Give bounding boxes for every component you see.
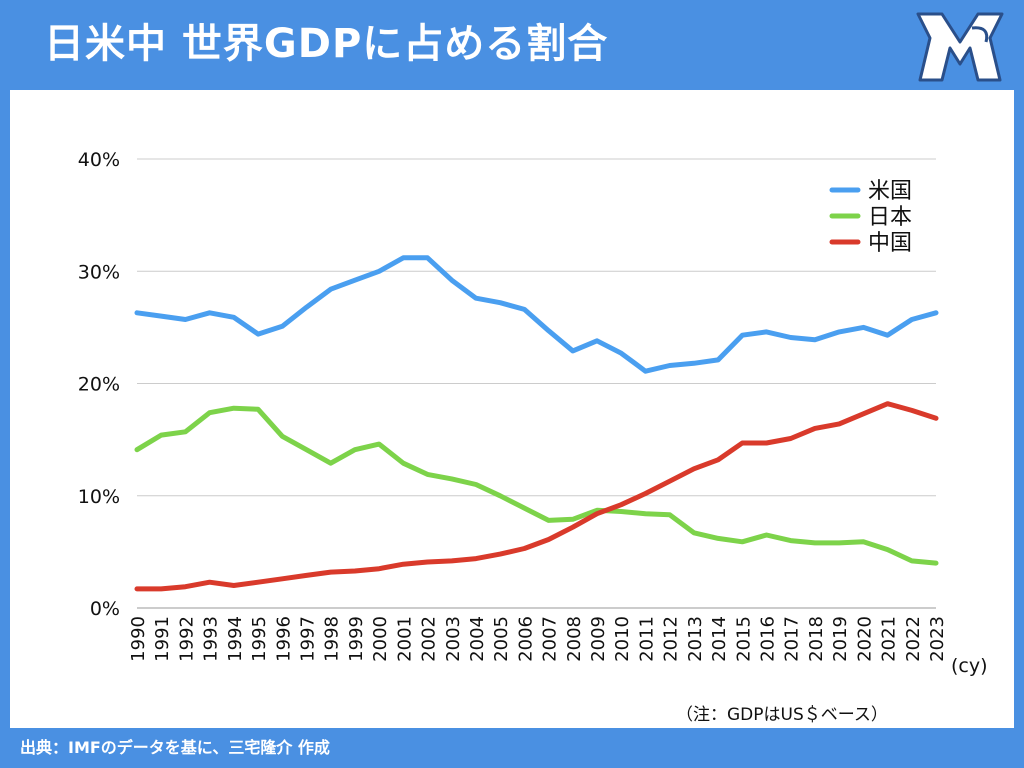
y-axis-labels: 0% 10% 20% 30% 40% — [78, 149, 120, 620]
x-tick-label: 2013 — [685, 616, 706, 662]
x-tick-label: 2014 — [709, 616, 730, 662]
x-axis-labels: 1990 1991 1992 1993 1994 1995 1996 1997 1998 1999… — [128, 616, 948, 662]
x-tick-label: 2016 — [758, 616, 779, 662]
left-frame-bar — [0, 90, 10, 728]
x-tick-label: 2017 — [782, 616, 803, 662]
series-line — [134, 401, 939, 592]
y-tick-label: 20% — [78, 374, 120, 396]
x-tick-label: 2000 — [370, 616, 391, 662]
slide-footer: 出典：IMFのデータを基に、三宅隆介 作成 — [0, 728, 1024, 768]
x-tick-label: 1993 — [201, 616, 222, 662]
x-tick-label: 1992 — [176, 616, 197, 662]
x-tick-label: 1999 — [346, 616, 367, 662]
x-tick-label: 1996 — [273, 616, 294, 662]
series-lines — [134, 255, 939, 592]
legend-label: 中国 — [868, 231, 912, 256]
x-tick-label: 2019 — [830, 616, 851, 662]
grid-lines — [137, 158, 936, 609]
x-tick-label: 2007 — [540, 616, 561, 662]
x-tick-label: 2010 — [612, 616, 633, 662]
x-tick-label: 2004 — [467, 616, 488, 662]
x-tick-label: 1997 — [297, 616, 318, 662]
x-tick-label: 2015 — [733, 616, 754, 662]
y-tick-label: 40% — [78, 149, 120, 171]
series-line — [134, 255, 939, 374]
slide-title: 日米中 世界GDPに占める割合 — [44, 21, 609, 67]
x-tick-label: 2022 — [903, 616, 924, 662]
right-frame-bar — [1014, 90, 1024, 728]
x-tick-label: 2001 — [394, 616, 415, 662]
legend-label: 日本 — [868, 205, 912, 230]
x-tick-label: 2023 — [927, 616, 948, 662]
logo-icon — [916, 12, 1004, 82]
x-tick-label: 2006 — [515, 616, 536, 662]
x-tick-label: 1994 — [225, 616, 246, 662]
source-credit: 出典：IMFのデータを基に、三宅隆介 作成 — [20, 738, 330, 757]
currency-note: （注：GDPはUS＄ベース） — [676, 705, 888, 725]
y-tick-label: 30% — [78, 261, 120, 283]
x-tick-label: 1995 — [249, 616, 270, 662]
series-line — [134, 405, 939, 566]
x-tick-label: 1991 — [152, 616, 173, 662]
x-tick-label: 2009 — [588, 616, 609, 662]
y-tick-label: 10% — [78, 486, 120, 508]
x-tick-label: 2011 — [636, 616, 657, 662]
x-tick-label: 2003 — [443, 616, 464, 662]
x-tick-label: 2002 — [419, 616, 440, 662]
x-tick-label: 1998 — [322, 616, 343, 662]
legend-label: 米国 — [868, 179, 912, 204]
slide-header: 日米中 世界GDPに占める割合 — [0, 0, 1024, 90]
x-axis-unit-label: (cy) — [951, 655, 988, 677]
y-tick-label: 0% — [90, 598, 120, 620]
x-tick-label: 2018 — [806, 616, 827, 662]
x-tick-label: 2008 — [564, 616, 585, 662]
x-tick-label: 2021 — [879, 616, 900, 662]
x-tick-label: 2005 — [491, 616, 512, 662]
x-tick-label: 1990 — [128, 616, 149, 662]
x-tick-label: 2020 — [854, 616, 875, 662]
x-tick-label: 2012 — [661, 616, 682, 662]
